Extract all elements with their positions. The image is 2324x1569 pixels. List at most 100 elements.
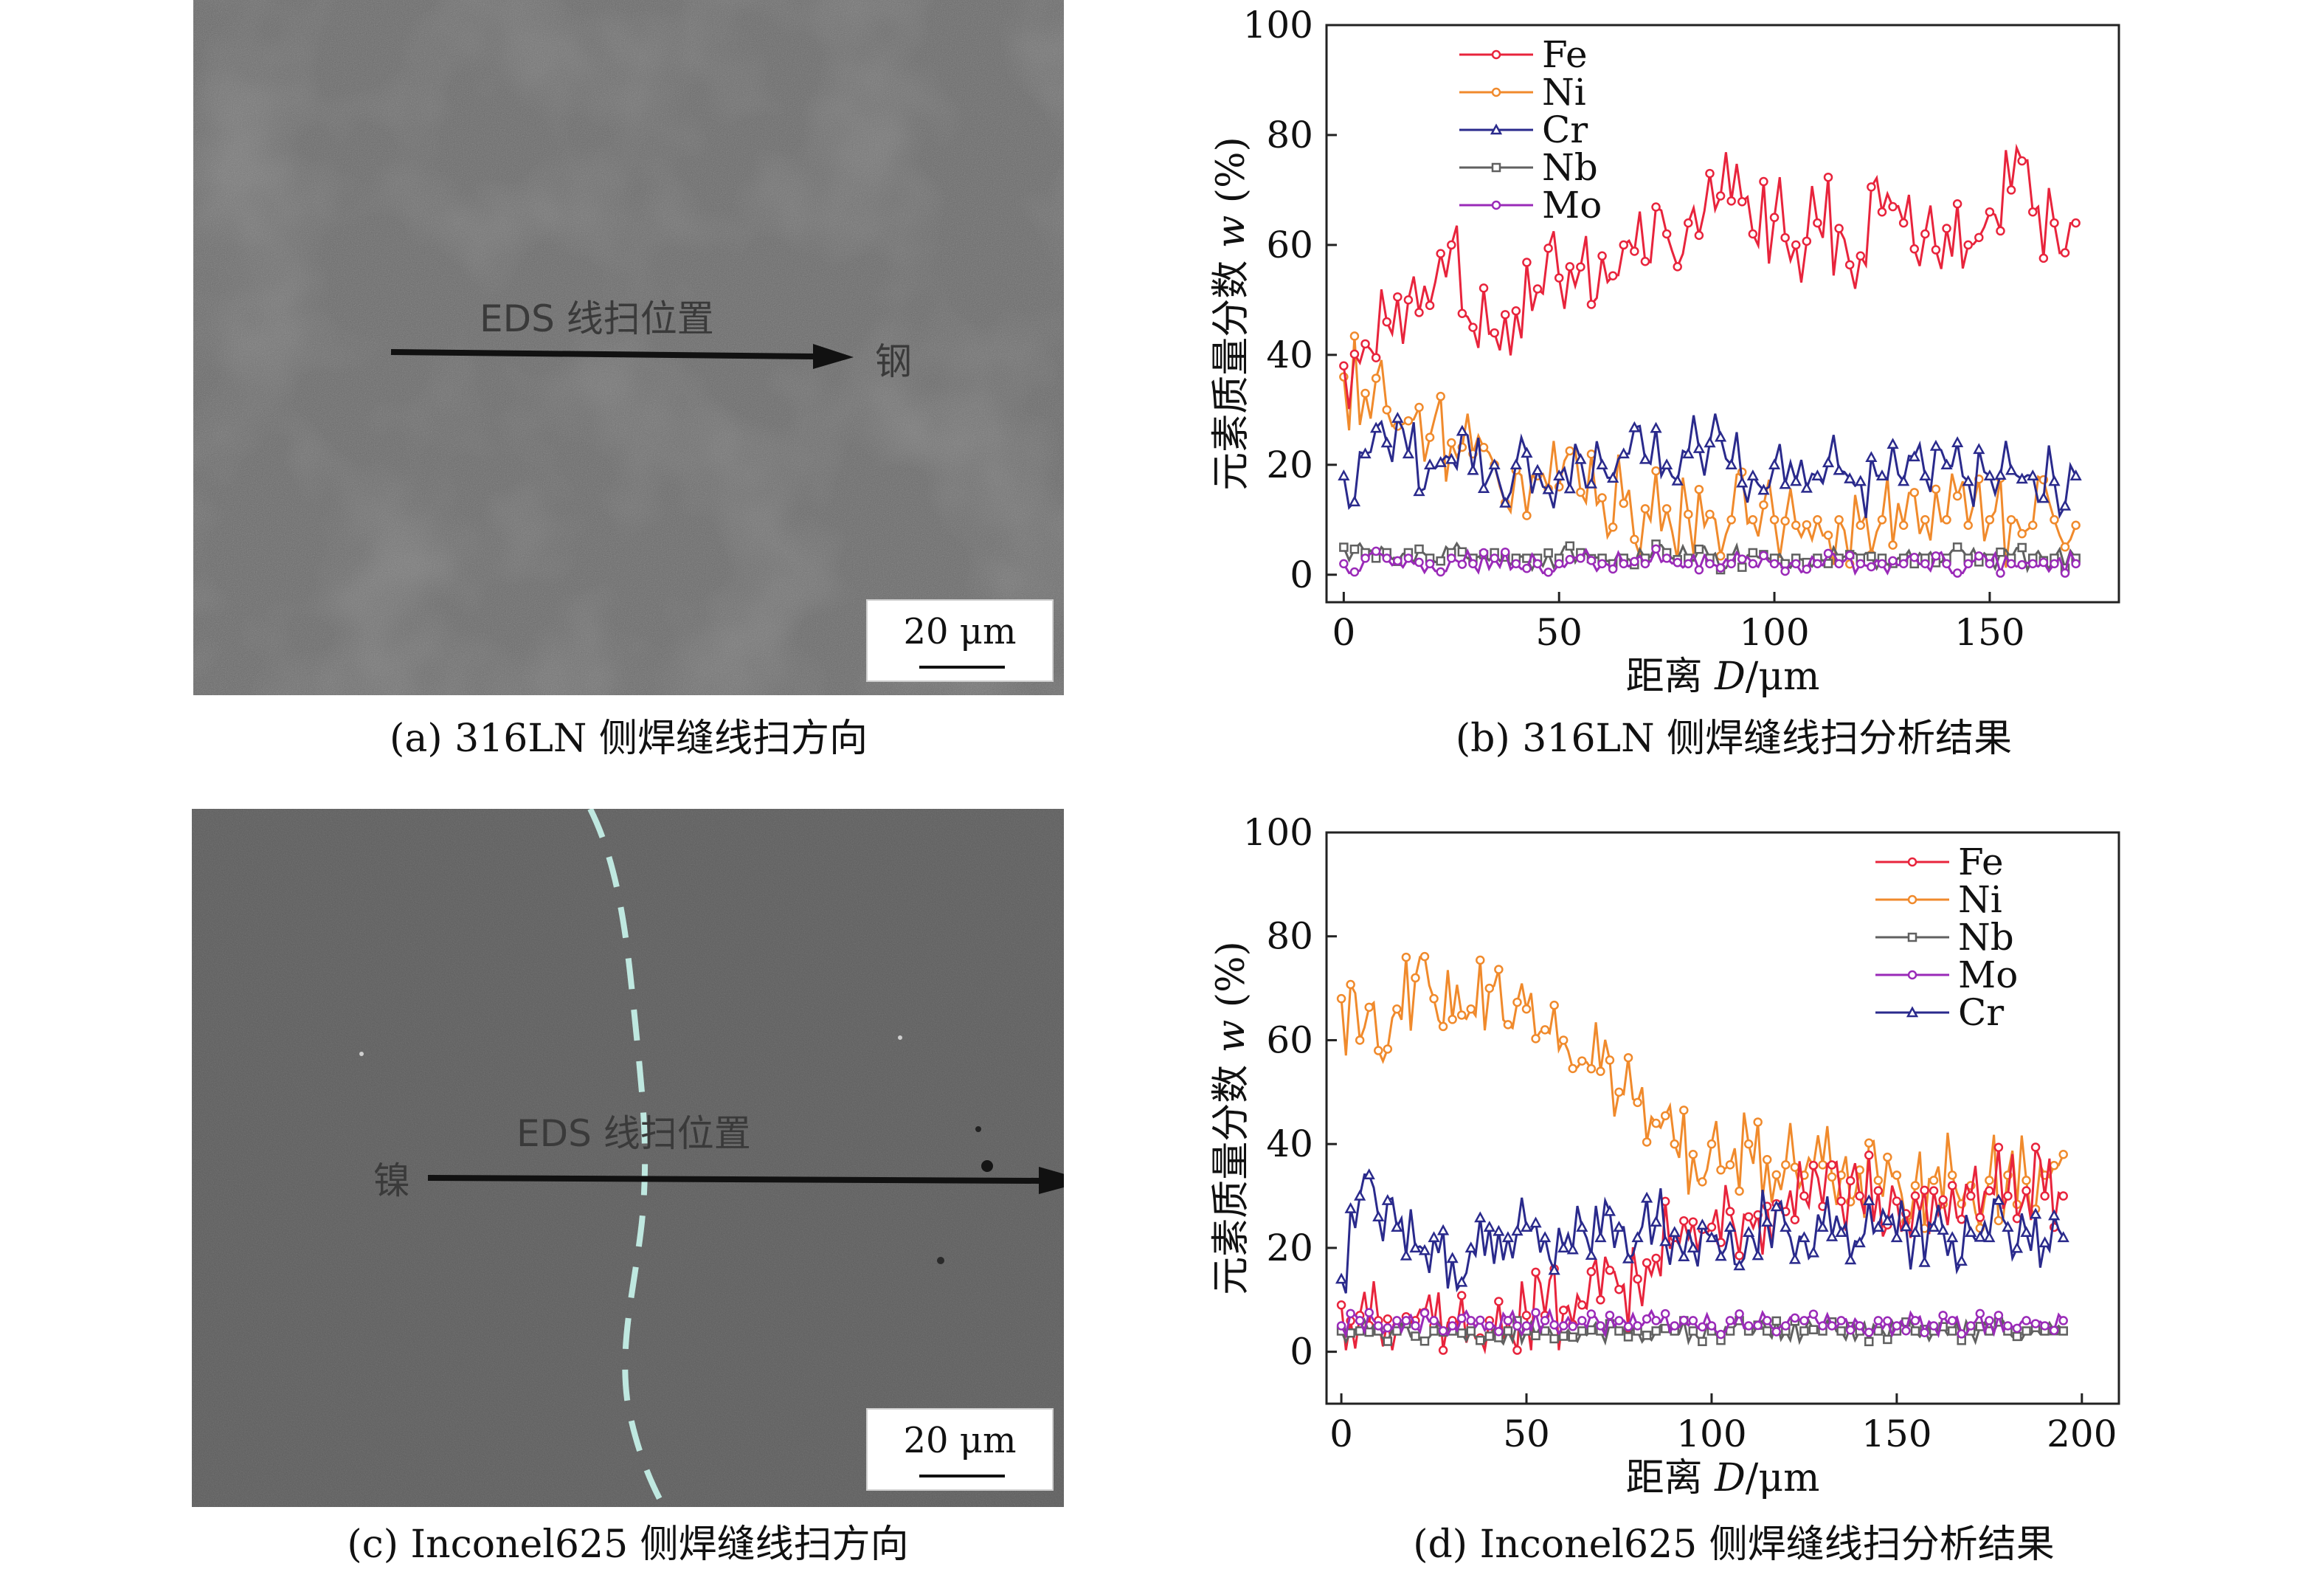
data-point-cr bbox=[1335, 1272, 1348, 1284]
data-point-fe bbox=[1596, 1295, 1605, 1305]
data-point-fe bbox=[1966, 1191, 1976, 1201]
data-point-cr bbox=[1477, 482, 1490, 493]
data-point-cr bbox=[1668, 1226, 1681, 1238]
data-point-fe bbox=[1436, 249, 1445, 258]
data-point-cr bbox=[1770, 1200, 1782, 1212]
data-point-cr bbox=[1488, 458, 1501, 470]
data-point-fe bbox=[1942, 224, 1951, 233]
data-point-fe bbox=[1532, 284, 1543, 294]
legend-marker-nb bbox=[1491, 162, 1501, 173]
data-point-cr bbox=[1768, 458, 1781, 470]
data-point-ni bbox=[1419, 951, 1430, 962]
legend-marker-mo bbox=[1907, 970, 1917, 980]
data-point-cr bbox=[1853, 1236, 1866, 1248]
data-point-cr bbox=[1779, 477, 1791, 489]
data-point-fe bbox=[1725, 1207, 1735, 1216]
data-point-mo bbox=[1549, 1320, 1559, 1330]
data-point-cr bbox=[2048, 475, 2061, 486]
data-point-fe bbox=[1920, 1185, 1929, 1196]
data-point-cr bbox=[1641, 1191, 1653, 1203]
data-point-mo bbox=[1633, 1321, 1642, 1331]
data-point-ni bbox=[1436, 391, 1445, 401]
data-point-fe bbox=[1834, 224, 1844, 233]
data-point-cr bbox=[1780, 1221, 1792, 1232]
data-point-cr bbox=[1822, 456, 1835, 468]
data-point-mo bbox=[1867, 562, 1876, 572]
data-point-cr bbox=[1359, 447, 1372, 459]
data-point-nb bbox=[1836, 1326, 1846, 1336]
data-point-cr bbox=[1499, 496, 1512, 508]
data-point-cr bbox=[1423, 458, 1436, 470]
y-tick-label: 0 bbox=[1290, 1331, 1313, 1373]
data-point-ni bbox=[1771, 1170, 1782, 1180]
legend-label-ni: Ni bbox=[1542, 71, 1586, 114]
data-point-cr bbox=[1370, 421, 1383, 433]
data-point-fe bbox=[1813, 218, 1822, 228]
data-point-ni bbox=[1429, 993, 1439, 1004]
data-point-ni bbox=[1910, 1181, 1920, 1190]
data-point-mo bbox=[1565, 554, 1575, 565]
legend-label-mo: Mo bbox=[1958, 954, 2018, 996]
data-point-fe bbox=[1605, 1266, 1615, 1275]
data-point-ni bbox=[1952, 491, 1962, 501]
x-tick-label: 150 bbox=[1861, 1413, 1932, 1455]
data-point-mo bbox=[1802, 565, 1812, 574]
data-point-nb bbox=[1737, 562, 1747, 572]
data-point-fe bbox=[1543, 244, 1553, 253]
scan-arrow-head bbox=[813, 344, 854, 369]
data-point-ni bbox=[1364, 1002, 1374, 1013]
data-point-cr bbox=[1354, 1189, 1366, 1201]
data-point-nb bbox=[1996, 547, 2005, 557]
data-point-nb bbox=[1476, 1335, 1485, 1345]
data-point-fe bbox=[1521, 1311, 1532, 1320]
data-point-cr bbox=[1542, 483, 1554, 494]
data-point-fe bbox=[1845, 1176, 1856, 1186]
data-point-fe bbox=[1490, 328, 1499, 338]
data-point-mo bbox=[1484, 1321, 1495, 1331]
data-point-cr bbox=[2027, 469, 2039, 480]
data-point-ni bbox=[1382, 405, 1391, 415]
caption-d: (d) Inconel625 侧焊缝线扫分析结果 bbox=[1413, 1523, 2055, 1567]
data-point-mo bbox=[1952, 568, 1962, 578]
panel-b: 0 50 100 150 0 20 40 60 80 100 距离 D/μm 元素质量分数 w (%)… bbox=[1180, 0, 2324, 768]
data-point-mo bbox=[1605, 1310, 1615, 1320]
data-point-fe bbox=[1479, 283, 1489, 293]
data-point-cr bbox=[1381, 1193, 1394, 1205]
caption-a: (a) 316LN 侧焊缝线扫方向 bbox=[390, 717, 868, 761]
data-point-nb bbox=[1883, 1334, 1892, 1345]
data-point-ni bbox=[1651, 1118, 1661, 1128]
data-point-mo bbox=[1494, 1327, 1504, 1337]
data-point-fe bbox=[1339, 361, 1349, 371]
data-point-cr bbox=[1908, 450, 1920, 462]
data-point-cr bbox=[2010, 1241, 2024, 1253]
data-point-ni bbox=[1383, 1044, 1393, 1054]
data-point-cr bbox=[1650, 1215, 1662, 1227]
data-point-mo bbox=[1448, 1321, 1457, 1331]
data-point-mo bbox=[1726, 559, 1736, 569]
data-point-fe bbox=[1614, 1284, 1624, 1294]
data-point-cr bbox=[1622, 1252, 1635, 1263]
data-point-fe bbox=[1910, 1191, 1920, 1201]
data-point-cr bbox=[1965, 1226, 1977, 1238]
data-point-nb bbox=[2058, 1326, 2068, 1336]
scan-position-label: EDS 线扫位置 bbox=[480, 297, 714, 340]
x-tick-label: 150 bbox=[1954, 611, 2024, 654]
data-point-fe bbox=[1985, 1186, 1994, 1196]
data-point-fe bbox=[1938, 1195, 1948, 1205]
data-point-mo bbox=[1597, 559, 1607, 569]
data-point-mo bbox=[1834, 559, 1844, 569]
data-point-ni bbox=[1577, 1056, 1587, 1066]
particle bbox=[898, 1035, 902, 1040]
data-point-cr bbox=[1973, 443, 1985, 455]
data-point-nb bbox=[1952, 542, 1962, 552]
data-point-mo bbox=[1938, 1311, 1948, 1320]
data-point-cr bbox=[1682, 447, 1695, 459]
data-point-fe bbox=[1651, 202, 1661, 212]
data-point-mo bbox=[1759, 551, 1768, 561]
data-point-cr bbox=[1872, 1221, 1884, 1232]
data-point-ni bbox=[1679, 1106, 1689, 1115]
data-point-mo bbox=[1614, 1316, 1624, 1325]
data-point-mo bbox=[1586, 1309, 1597, 1319]
data-point-fe bbox=[1769, 213, 1780, 222]
